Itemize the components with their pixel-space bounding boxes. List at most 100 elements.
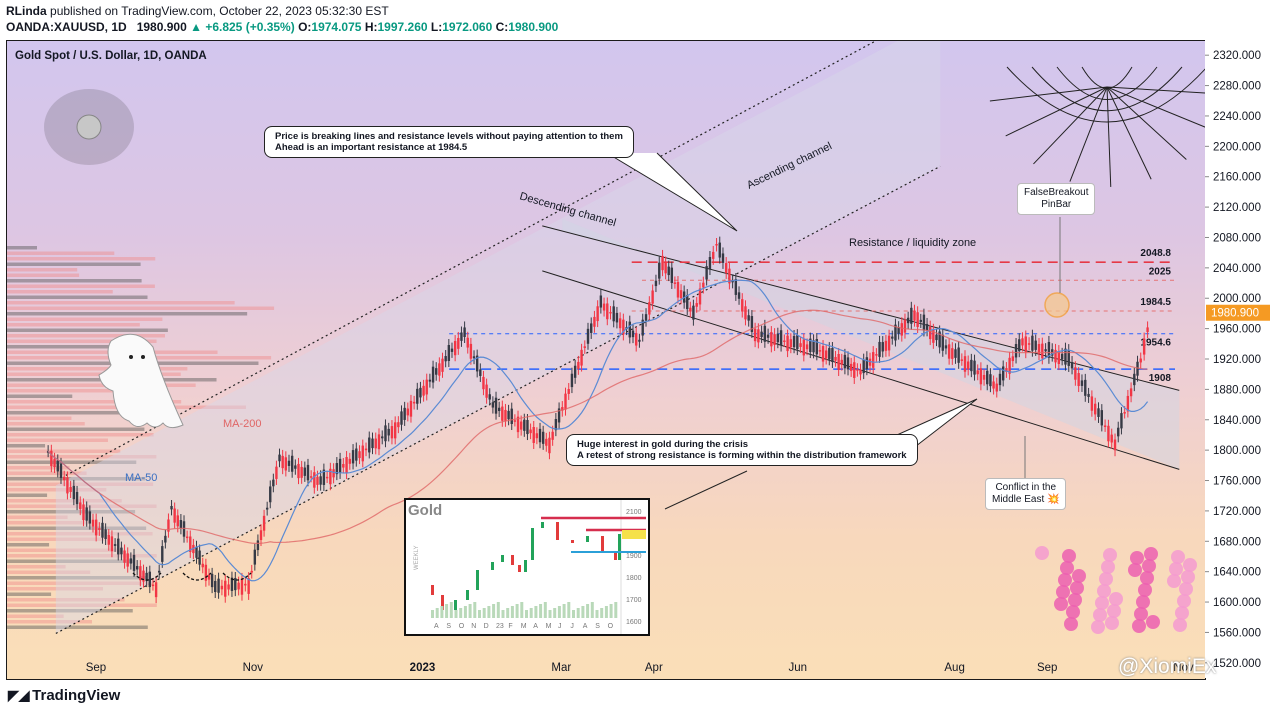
inset-time-tick: O (459, 623, 465, 630)
candle-body (300, 466, 303, 478)
callout-top-pointer (606, 152, 738, 232)
low-label: L: (430, 20, 443, 34)
spider-web-strand (1106, 86, 1112, 187)
candle-body (345, 457, 348, 474)
candle-body (837, 354, 840, 370)
inset-volume-bar (557, 606, 561, 618)
ascending-channel-fill (55, 41, 941, 634)
candle-body (875, 354, 878, 356)
candle-body (664, 262, 667, 274)
candle-body (510, 408, 513, 424)
candle-body (1021, 338, 1024, 346)
flower-decoration (1103, 548, 1117, 562)
inset-candle (601, 536, 604, 552)
candle-body (237, 582, 240, 590)
candle-body (173, 508, 176, 523)
candle-body (906, 317, 910, 324)
volume-profile-bar (7, 565, 66, 569)
candle-body (872, 352, 875, 368)
volume-profile-bar (7, 449, 121, 453)
inset-candle (476, 570, 479, 590)
time-tick-label: Apr (645, 662, 663, 674)
candle-body (325, 476, 329, 479)
volume-profile-bar (7, 620, 92, 624)
ma200-label: MA-200 (223, 418, 262, 430)
candle-body (469, 343, 473, 359)
symbol-label[interactable]: OANDA:XAUUSD, 1D (6, 20, 127, 34)
flower-decoration (1128, 563, 1142, 577)
candle-body (384, 425, 387, 442)
candle-body (615, 312, 619, 323)
candle-body (466, 337, 469, 348)
candle-body (979, 368, 983, 385)
inset-volume-bar (614, 602, 618, 618)
candle-body (612, 306, 615, 322)
inset-volume-bar (487, 606, 491, 618)
candle-body (1008, 357, 1011, 374)
resistance-zone-label: Resistance / liquidity zone (849, 237, 976, 249)
inset-volume-bar (581, 606, 585, 618)
candle-body (198, 550, 201, 565)
candle-body (220, 585, 224, 590)
spider-web-strand (1106, 86, 1187, 160)
volume-profile-bar (7, 339, 157, 343)
candle-body (463, 327, 466, 337)
candle-body (865, 357, 869, 370)
candle-body (422, 385, 425, 396)
flower-decoration (1171, 550, 1185, 564)
candle-body (670, 267, 674, 283)
candle-body (297, 463, 300, 479)
inset-time-tick: A (583, 623, 588, 630)
inset-side-label: WEEKLY (414, 545, 420, 570)
candle-body (491, 402, 495, 408)
volume-profile-bar (7, 262, 141, 266)
candle-body (201, 563, 204, 568)
candle-body (577, 361, 580, 369)
inset-volume-bar (496, 602, 500, 618)
price-tick-label: 1720.000 (1213, 506, 1261, 518)
volume-profile-bar (7, 367, 188, 371)
candle-body (435, 368, 438, 375)
candle-body (944, 345, 948, 349)
high-value: 1997.260 (377, 20, 428, 34)
level-label: 1984.5 (1140, 297, 1171, 308)
candle-body (938, 331, 941, 348)
tradingview-logo[interactable]: ◤◢ TradingView (8, 687, 120, 704)
candle-body (139, 566, 142, 581)
candle-body (998, 373, 1002, 386)
false-breakout-line1: FalseBreakout (1024, 187, 1089, 198)
candle-body (628, 321, 631, 338)
candle-body (925, 323, 929, 331)
flower-decoration (1134, 607, 1148, 621)
inset-volume-bar (529, 608, 533, 618)
candle-body (457, 337, 460, 349)
candle-body (1146, 327, 1149, 333)
candle-body (809, 338, 812, 353)
ma200-line (47, 309, 1148, 544)
candle-body (217, 578, 220, 593)
candle-body (567, 389, 570, 394)
inset-volume-bar (515, 604, 519, 618)
flower-decoration (1144, 547, 1158, 561)
candle-body (460, 332, 463, 341)
candle-body (504, 409, 507, 421)
candle-body (403, 407, 406, 420)
candle-body (204, 564, 208, 581)
candle-body (387, 428, 390, 436)
candle-body (110, 536, 114, 552)
inset-price-tick: 1800 (626, 575, 642, 582)
flower-decoration (1107, 604, 1121, 618)
candle-body (1110, 434, 1113, 443)
volume-profile-bar (7, 317, 163, 321)
candle-body (1107, 425, 1110, 442)
candle-body (894, 324, 897, 341)
level-label: 2048.8 (1140, 248, 1171, 259)
inset-volume-bar (454, 610, 458, 618)
candle-body (702, 282, 705, 288)
last-price-badge (1206, 304, 1270, 321)
candle-body (913, 310, 916, 321)
conflict-line2: Middle East 💥 (992, 494, 1060, 505)
price-axis[interactable]: 2320.000 2280.000 2240.000 2200.000 2160.000… (1205, 40, 1280, 678)
flower-decoration (1136, 595, 1150, 609)
author-name[interactable]: RLinda (6, 4, 47, 18)
